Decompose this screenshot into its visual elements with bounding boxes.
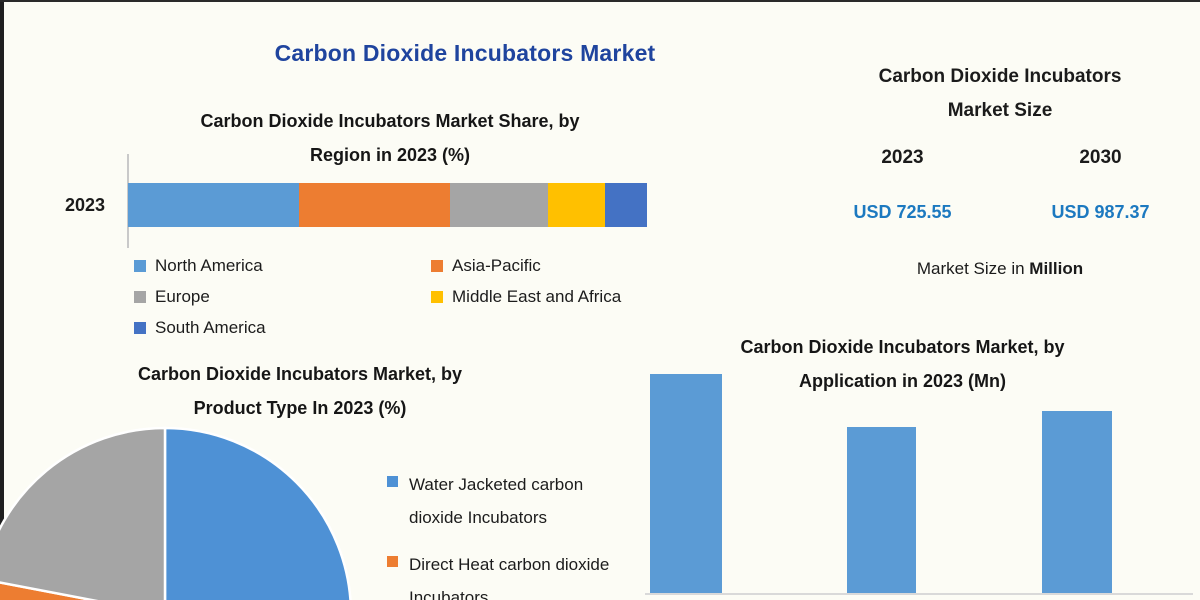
legend-marker-europe <box>134 290 146 303</box>
pie-chart-title: Carbon Dioxide Incubators Market, by Pro… <box>40 357 560 425</box>
page-title: Carbon Dioxide Incubators Market <box>274 40 656 66</box>
legend-item-direct-heat: Direct Heat carbon dioxide Incubators <box>387 548 614 600</box>
footnote-prefix: Market Size in <box>916 259 1030 278</box>
market-size-value-2023: USD 725.55 <box>853 202 952 222</box>
market-size-year-2030: 2030 <box>1079 147 1122 168</box>
bar-segment-asia-pacific <box>299 183 450 227</box>
legend-label-north-america: North America <box>155 255 263 275</box>
top-edge-line <box>0 0 1200 2</box>
application-bar-2 <box>847 427 916 593</box>
pie-chart-title-line2: Product Type In 2023 (%) <box>193 398 407 418</box>
left-edge-line <box>0 0 4 600</box>
market-size-value-2030: USD 987.37 <box>1051 202 1150 222</box>
pie-slice-2 <box>0 426 167 600</box>
application-chart-title: Carbon Dioxide Incubators Market, by App… <box>640 330 1165 398</box>
legend-label-europe: Europe <box>155 286 210 306</box>
region-stacked-bar <box>128 183 647 227</box>
legend-item-north-america: North America <box>134 250 266 281</box>
legend-item-water-jacketed: Water Jacketed carbon dioxide Incubators <box>387 468 614 534</box>
bar-segment-north-america <box>128 183 300 227</box>
market-size-footnote: Market Size in Million <box>810 259 1190 279</box>
region-legend-column-1: North America Europe South America <box>134 250 266 343</box>
pie-legend: Water Jacketed carbon dioxide Incubators… <box>387 468 614 600</box>
legend-label-direct-heat: Direct Heat carbon dioxide Incubators <box>409 555 610 600</box>
legend-label-asia-pacific: Asia-Pacific <box>452 255 541 275</box>
region-chart-category-label: 2023 <box>64 195 105 215</box>
application-plot-area <box>645 350 1193 595</box>
legend-marker-south-america <box>134 321 146 334</box>
legend-item-europe: Europe <box>134 281 266 312</box>
application-chart-title-line2: Application in 2023 (Mn) <box>798 371 1007 391</box>
region-legend-column-2: Asia-Pacific Middle East and Africa <box>431 250 621 312</box>
pie-slice-0 <box>163 426 352 600</box>
legend-item-middle-east-africa: Middle East and Africa <box>431 281 621 312</box>
legend-marker-north-america <box>134 259 146 272</box>
pie-chart-title-line1: Carbon Dioxide Incubators Market, by <box>137 364 463 384</box>
market-size-year-2023: 2023 <box>881 147 924 168</box>
legend-label-middle-east-africa: Middle East and Africa <box>452 286 622 306</box>
legend-label-south-america: South America <box>155 317 266 337</box>
market-size-title-line1: Carbon Dioxide Incubators <box>878 66 1122 87</box>
bar-segment-middle-east-and-africa <box>548 183 606 227</box>
application-bar-3 <box>1042 411 1112 593</box>
region-chart-title: Carbon Dioxide Incubators Market Share, … <box>100 104 680 172</box>
legend-label-water-jacketed: Water Jacketed carbon dioxide Incubators <box>409 475 584 527</box>
region-chart-title-line2: Region in 2023 (%) <box>309 145 471 165</box>
legend-item-asia-pacific: Asia-Pacific <box>431 250 621 281</box>
market-size-title-line2: Market Size <box>947 100 1053 121</box>
legend-marker-asia-pacific <box>431 259 443 272</box>
region-chart-title-line1: Carbon Dioxide Incubators Market Share, … <box>200 111 580 131</box>
legend-item-south-america: South America <box>134 312 266 343</box>
footnote-unit: Million <box>1029 259 1084 278</box>
legend-marker-water-jacketed <box>387 476 398 487</box>
legend-marker-direct-heat <box>387 556 398 567</box>
bar-segment-south-america <box>605 183 647 227</box>
product-type-pie <box>0 426 352 600</box>
application-chart-title-line1: Carbon Dioxide Incubators Market, by <box>740 337 1065 357</box>
application-bar-1 <box>650 374 722 593</box>
bar-segment-europe <box>449 183 549 227</box>
application-x-axis <box>645 593 1193 595</box>
legend-marker-middle-east-africa <box>431 290 443 303</box>
